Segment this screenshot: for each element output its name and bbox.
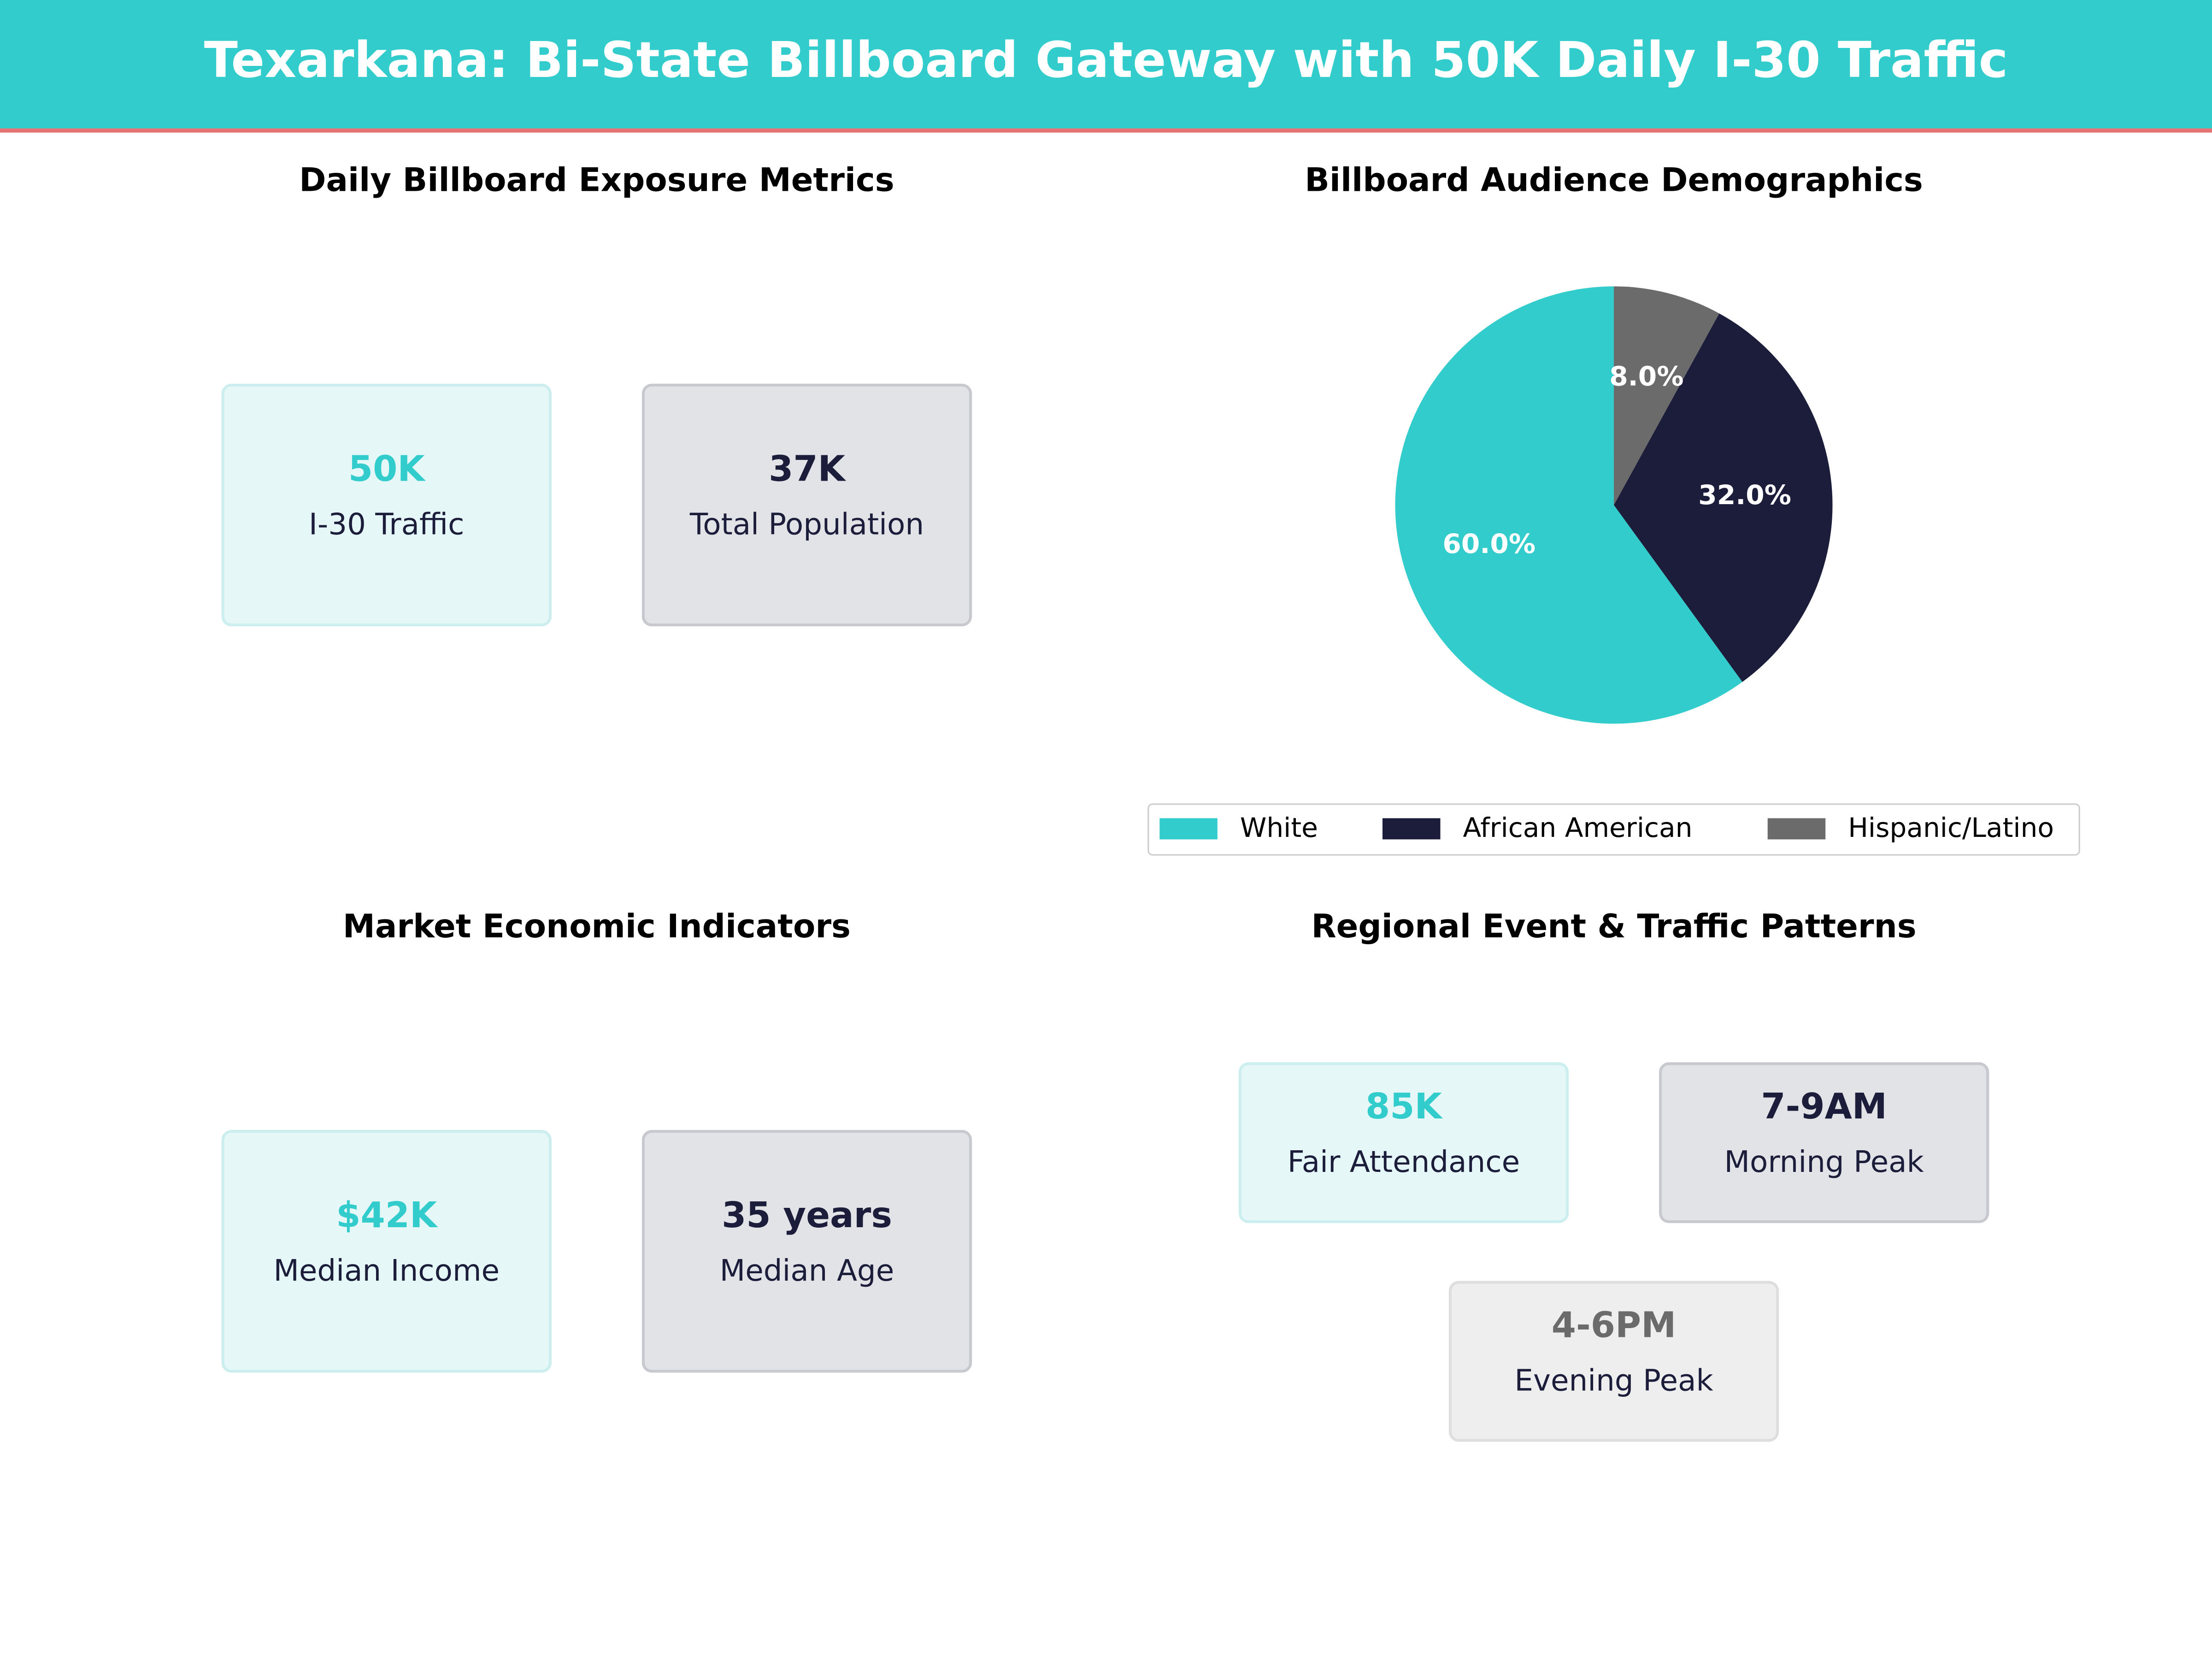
metric-value: 50K [348,448,426,489]
metric-value: 4-6PM [1552,1305,1676,1346]
metric-value: 35 years [722,1195,892,1236]
slice-label: 32.0% [1698,479,1791,511]
metric-card [1448,1281,1779,1442]
legend-label: White [1240,812,1318,843]
metric-card [641,1130,972,1373]
pie-slice [1614,286,1719,505]
metric-label: Evening Peak [1514,1364,1713,1398]
legend-label: African American [1463,812,1692,843]
metric-card [1238,1062,1569,1224]
pie-slice [1395,286,1742,724]
page-title: Texarkana: Bi-State Billboard Gateway wi… [204,32,2008,89]
legend-box [1147,803,2080,856]
legend-swatch [1159,818,1218,840]
metric-card [641,383,972,627]
legend-swatch [1382,818,1441,840]
chart-title: Billboard Audience Demographics [1305,161,1923,199]
pie-slice [1614,313,1833,682]
header-accent [0,128,2212,133]
metric-label: Median Age [720,1253,894,1288]
panel-title: Daily Billboard Exposure Metrics [299,161,894,199]
metric-card [221,383,552,627]
legend-swatch [1767,818,1826,840]
metric-label: I-30 Traffic [309,507,464,541]
metric-label: Median Income [273,1253,500,1288]
metric-label: Total Population [689,507,924,541]
metric-value: 37K [769,448,846,489]
metric-value: 85K [1365,1086,1443,1127]
metric-value: 7-9AM [1761,1086,1887,1127]
metric-card [1659,1062,1989,1224]
slice-label: 8.0% [1609,360,1683,392]
slice-label: 60.0% [1442,528,1535,559]
legend-label: Hispanic/Latino [1848,812,2054,843]
panel-title: Market Economic Indicators [343,907,851,945]
metric-label: Morning Peak [1724,1145,1924,1179]
header-bar [0,0,2212,129]
panel-title: Regional Event & Traffic Patterns [1311,907,1916,945]
metric-label: Fair Attendance [1288,1145,1520,1179]
metric-value: $42K [336,1195,438,1236]
metric-card [221,1130,552,1373]
